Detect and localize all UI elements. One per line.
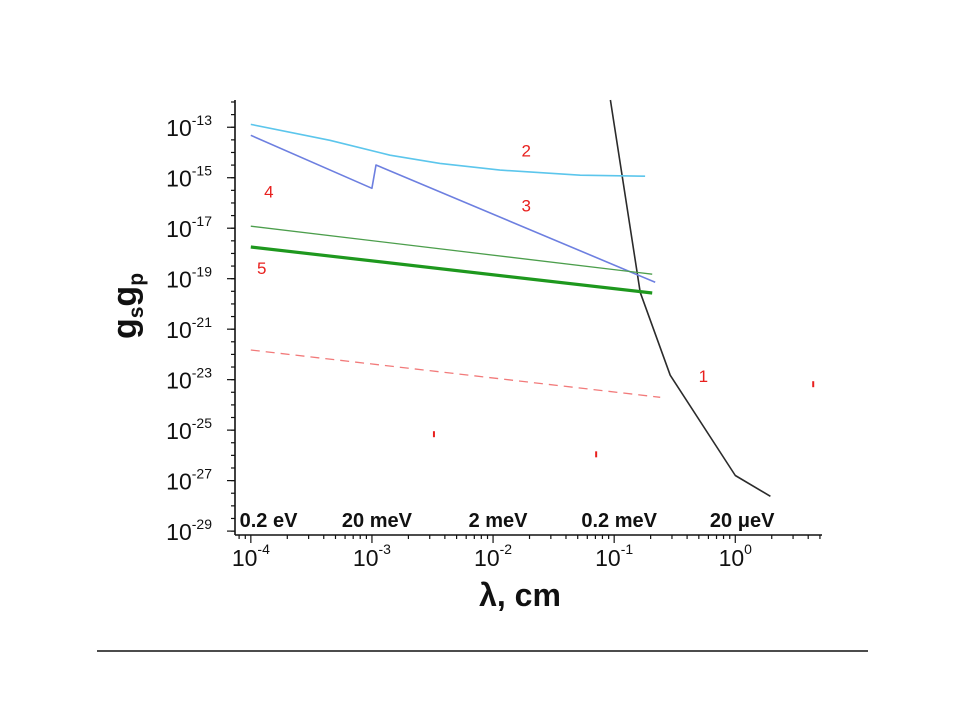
y-tick-label: 10-13 [166, 112, 212, 141]
curve-1-label: 1 [699, 367, 708, 386]
y-tick-label: 10-15 [166, 163, 212, 192]
energy-label: 0.2 meV [581, 510, 657, 532]
curve-4-label: 4 [264, 182, 273, 201]
x-tick-label-exponent: -1 [621, 541, 634, 557]
red-point-marker [812, 381, 815, 388]
y-tick-label-exponent: -25 [192, 415, 212, 431]
curve-2-label: 2 [522, 141, 531, 160]
x-tick-label: 10-4 [232, 541, 270, 571]
y-tick-label-exponent: -19 [192, 264, 212, 280]
curve-3-label: 3 [522, 196, 531, 215]
energy-label: 20 μeV [710, 510, 775, 532]
y-tick-label: 10-21 [166, 314, 212, 343]
y-tick-label: 10-27 [166, 466, 212, 495]
y-tick-label: 10-19 [166, 264, 212, 293]
y-tick-label: 10-29 [166, 516, 212, 545]
y-axis-title-base: g [106, 286, 144, 307]
y-tick-label-exponent: -13 [192, 112, 212, 128]
y-axis-title-base: g [106, 318, 144, 339]
y-axis-title: gsgp [106, 273, 148, 339]
y-tick-label-exponent: -23 [192, 365, 212, 381]
y-tick-label-exponent: -17 [192, 213, 212, 229]
y-tick-label-exponent: -15 [192, 163, 212, 179]
x-tick-label-base: 10 [232, 545, 258, 571]
curve-2-line [250, 123, 646, 177]
x-tick-label-base: 10 [474, 545, 500, 571]
y-tick-label-base: 10 [166, 317, 192, 343]
y-tick-label: 10-23 [166, 365, 212, 394]
curve-5-label: 5 [257, 259, 266, 278]
energy-label: 0.2 eV [240, 510, 298, 532]
x-tick-label-base: 10 [595, 545, 621, 571]
red-point-marker [432, 431, 435, 438]
x-tick-label-exponent: 0 [744, 541, 752, 557]
x-tick-label: 10-3 [353, 541, 391, 571]
x-tick-label: 10-2 [474, 541, 512, 571]
y-tick-label-base: 10 [166, 267, 192, 293]
x-tick-label-exponent: -2 [500, 541, 513, 557]
x-tick-label: 10-1 [595, 541, 633, 571]
x-tick-label-exponent: -3 [379, 541, 392, 557]
unlabeled-dashed-curve-line [250, 349, 661, 398]
curve-4-line [250, 225, 653, 275]
y-tick-label-exponent: -27 [192, 466, 212, 482]
y-axis-title-subscript: p [125, 273, 148, 286]
y-tick-label-base: 10 [166, 115, 192, 141]
y-tick-label-base: 10 [166, 368, 192, 394]
energy-label: 2 meV [469, 510, 529, 532]
energy-label: 20 meV [342, 510, 413, 532]
y-tick-label-base: 10 [166, 469, 192, 495]
x-tick-label: 100 [719, 541, 753, 571]
red-point-marker [595, 451, 598, 458]
curve-1-line [609, 99, 771, 497]
y-axis-title-subscript: s [125, 307, 148, 319]
x-tick-label-base: 10 [353, 545, 379, 571]
y-tick-label-exponent: -21 [192, 314, 212, 330]
y-tick-label: 10-25 [166, 415, 212, 444]
x-tick-label-exponent: -4 [257, 541, 270, 557]
x-tick-label-base: 10 [719, 545, 745, 571]
x-axis-title: λ, cm [479, 577, 561, 613]
y-tick-label-exponent: -29 [192, 516, 212, 532]
y-tick-label-base: 10 [166, 216, 192, 242]
y-tick-label-base: 10 [166, 166, 192, 192]
y-tick-label: 10-17 [166, 213, 212, 242]
y-tick-label-base: 10 [166, 418, 192, 444]
curve-3-line [250, 134, 656, 284]
y-tick-label-base: 10 [166, 519, 192, 545]
curve-5-line [250, 245, 653, 295]
